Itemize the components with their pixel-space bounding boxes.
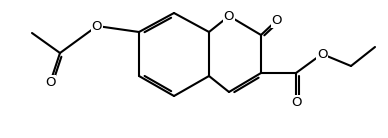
Text: O: O xyxy=(45,76,55,90)
Text: O: O xyxy=(291,96,301,109)
Text: O: O xyxy=(92,19,102,33)
Text: O: O xyxy=(224,10,234,22)
Text: O: O xyxy=(272,14,282,26)
Text: O: O xyxy=(317,47,327,60)
